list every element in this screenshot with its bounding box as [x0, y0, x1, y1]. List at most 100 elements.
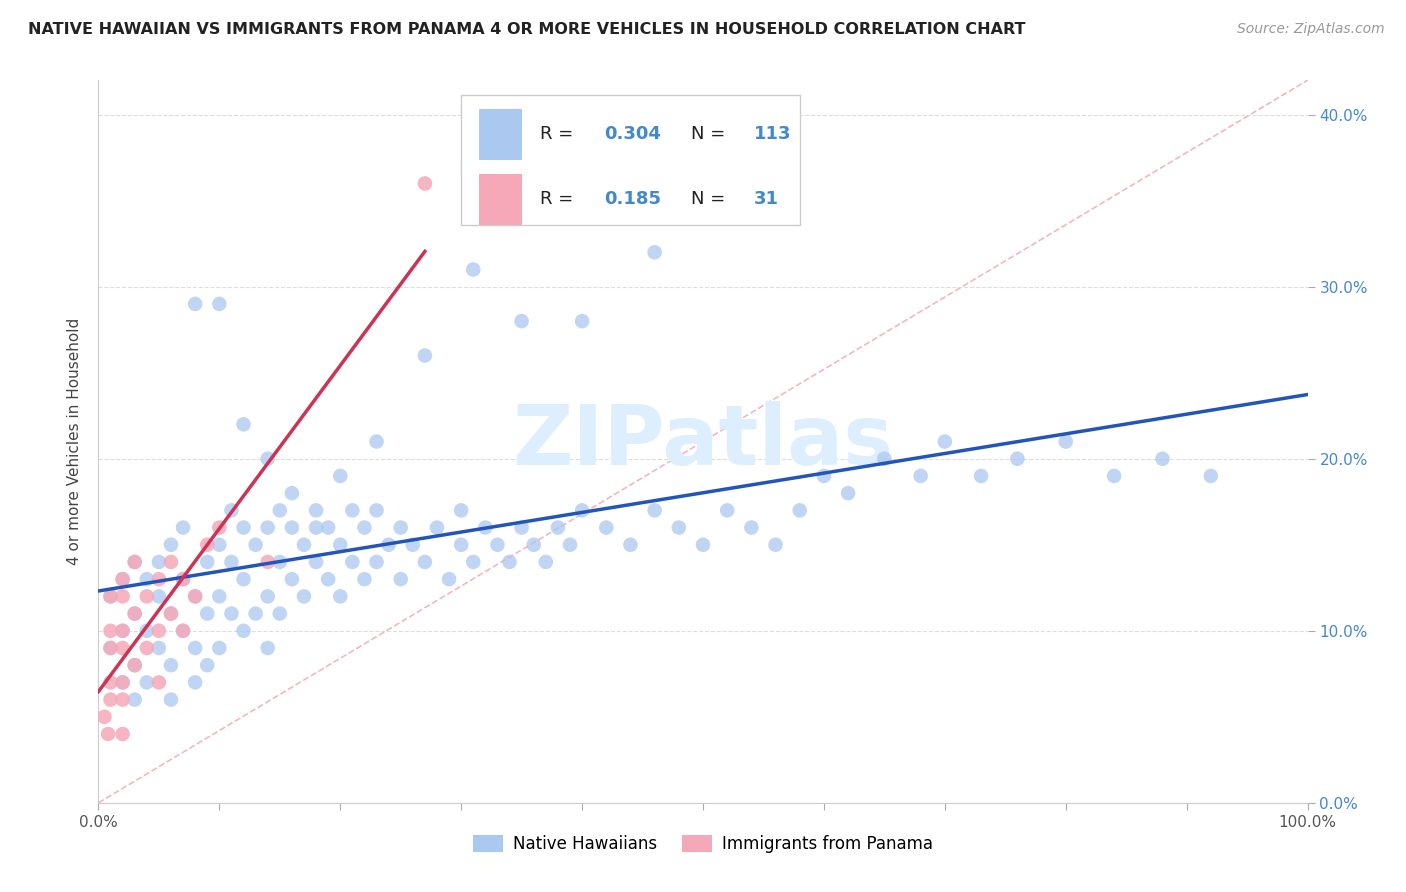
Immigrants from Panama: [172, 624, 194, 638]
Immigrants from Panama: [135, 640, 157, 655]
Native Hawaiians: [221, 555, 243, 569]
Native Hawaiians: [221, 503, 243, 517]
Native Hawaiians: [329, 538, 352, 552]
Text: Source: ZipAtlas.com: Source: ZipAtlas.com: [1237, 22, 1385, 37]
Immigrants from Panama: [97, 727, 120, 741]
Native Hawaiians: [316, 572, 339, 586]
Native Hawaiians: [184, 640, 207, 655]
Native Hawaiians: [245, 538, 267, 552]
Native Hawaiians: [232, 520, 254, 534]
Native Hawaiians: [195, 658, 218, 673]
Native Hawaiians: [135, 624, 157, 638]
Text: 113: 113: [754, 126, 792, 144]
Native Hawaiians: [910, 469, 932, 483]
Native Hawaiians: [510, 520, 533, 534]
Native Hawaiians: [813, 469, 835, 483]
Native Hawaiians: [413, 349, 436, 363]
Y-axis label: 4 or more Vehicles in Household: 4 or more Vehicles in Household: [67, 318, 83, 566]
Native Hawaiians: [789, 503, 811, 517]
Native Hawaiians: [281, 486, 304, 500]
Native Hawaiians: [256, 640, 278, 655]
Native Hawaiians: [644, 245, 666, 260]
Native Hawaiians: [450, 538, 472, 552]
Immigrants from Panama: [148, 572, 170, 586]
Native Hawaiians: [644, 503, 666, 517]
Immigrants from Panama: [160, 607, 183, 621]
Text: 0.304: 0.304: [603, 126, 661, 144]
Text: NATIVE HAWAIIAN VS IMMIGRANTS FROM PANAMA 4 OR MORE VEHICLES IN HOUSEHOLD CORREL: NATIVE HAWAIIAN VS IMMIGRANTS FROM PANAM…: [28, 22, 1025, 37]
Native Hawaiians: [389, 572, 412, 586]
Native Hawaiians: [547, 520, 569, 534]
Native Hawaiians: [837, 486, 859, 500]
Native Hawaiians: [232, 417, 254, 432]
Native Hawaiians: [463, 262, 485, 277]
Immigrants from Panama: [413, 177, 436, 191]
Native Hawaiians: [571, 314, 593, 328]
Text: R =: R =: [540, 191, 579, 209]
Native Hawaiians: [124, 658, 146, 673]
Native Hawaiians: [510, 314, 533, 328]
Immigrants from Panama: [124, 555, 146, 569]
Native Hawaiians: [474, 520, 496, 534]
Immigrants from Panama: [111, 590, 134, 604]
Native Hawaiians: [595, 520, 617, 534]
Immigrants from Panama: [111, 727, 134, 741]
Native Hawaiians: [342, 555, 364, 569]
Native Hawaiians: [148, 590, 170, 604]
Native Hawaiians: [353, 520, 375, 534]
Native Hawaiians: [221, 607, 243, 621]
Native Hawaiians: [534, 555, 557, 569]
Native Hawaiians: [292, 590, 315, 604]
Native Hawaiians: [571, 503, 593, 517]
Native Hawaiians: [377, 538, 399, 552]
Native Hawaiians: [389, 520, 412, 534]
Native Hawaiians: [366, 434, 388, 449]
Native Hawaiians: [184, 590, 207, 604]
Immigrants from Panama: [195, 538, 218, 552]
Native Hawaiians: [184, 675, 207, 690]
Native Hawaiians: [111, 624, 134, 638]
Native Hawaiians: [184, 297, 207, 311]
Native Hawaiians: [208, 538, 231, 552]
Native Hawaiians: [366, 503, 388, 517]
Immigrants from Panama: [172, 572, 194, 586]
Native Hawaiians: [232, 624, 254, 638]
Native Hawaiians: [765, 538, 787, 552]
Native Hawaiians: [281, 572, 304, 586]
Native Hawaiians: [124, 555, 146, 569]
Native Hawaiians: [100, 590, 122, 604]
Native Hawaiians: [740, 520, 762, 534]
Native Hawaiians: [1007, 451, 1029, 466]
Native Hawaiians: [402, 538, 425, 552]
Native Hawaiians: [148, 555, 170, 569]
Native Hawaiians: [619, 538, 641, 552]
Native Hawaiians: [716, 503, 738, 517]
Text: R =: R =: [540, 126, 579, 144]
Native Hawaiians: [256, 590, 278, 604]
Native Hawaiians: [195, 555, 218, 569]
Native Hawaiians: [486, 538, 509, 552]
Native Hawaiians: [256, 451, 278, 466]
Native Hawaiians: [195, 607, 218, 621]
Immigrants from Panama: [100, 590, 122, 604]
Native Hawaiians: [1054, 434, 1077, 449]
Native Hawaiians: [160, 692, 183, 706]
Native Hawaiians: [111, 572, 134, 586]
Native Hawaiians: [269, 555, 291, 569]
Native Hawaiians: [668, 520, 690, 534]
Native Hawaiians: [135, 675, 157, 690]
Native Hawaiians: [208, 590, 231, 604]
Immigrants from Panama: [148, 624, 170, 638]
Native Hawaiians: [172, 520, 194, 534]
Native Hawaiians: [523, 538, 546, 552]
Immigrants from Panama: [100, 624, 122, 638]
Native Hawaiians: [498, 555, 520, 569]
Native Hawaiians: [873, 451, 896, 466]
Native Hawaiians: [232, 572, 254, 586]
Immigrants from Panama: [100, 692, 122, 706]
Native Hawaiians: [329, 469, 352, 483]
Native Hawaiians: [208, 297, 231, 311]
Immigrants from Panama: [208, 520, 231, 534]
Immigrants from Panama: [124, 658, 146, 673]
Immigrants from Panama: [124, 607, 146, 621]
